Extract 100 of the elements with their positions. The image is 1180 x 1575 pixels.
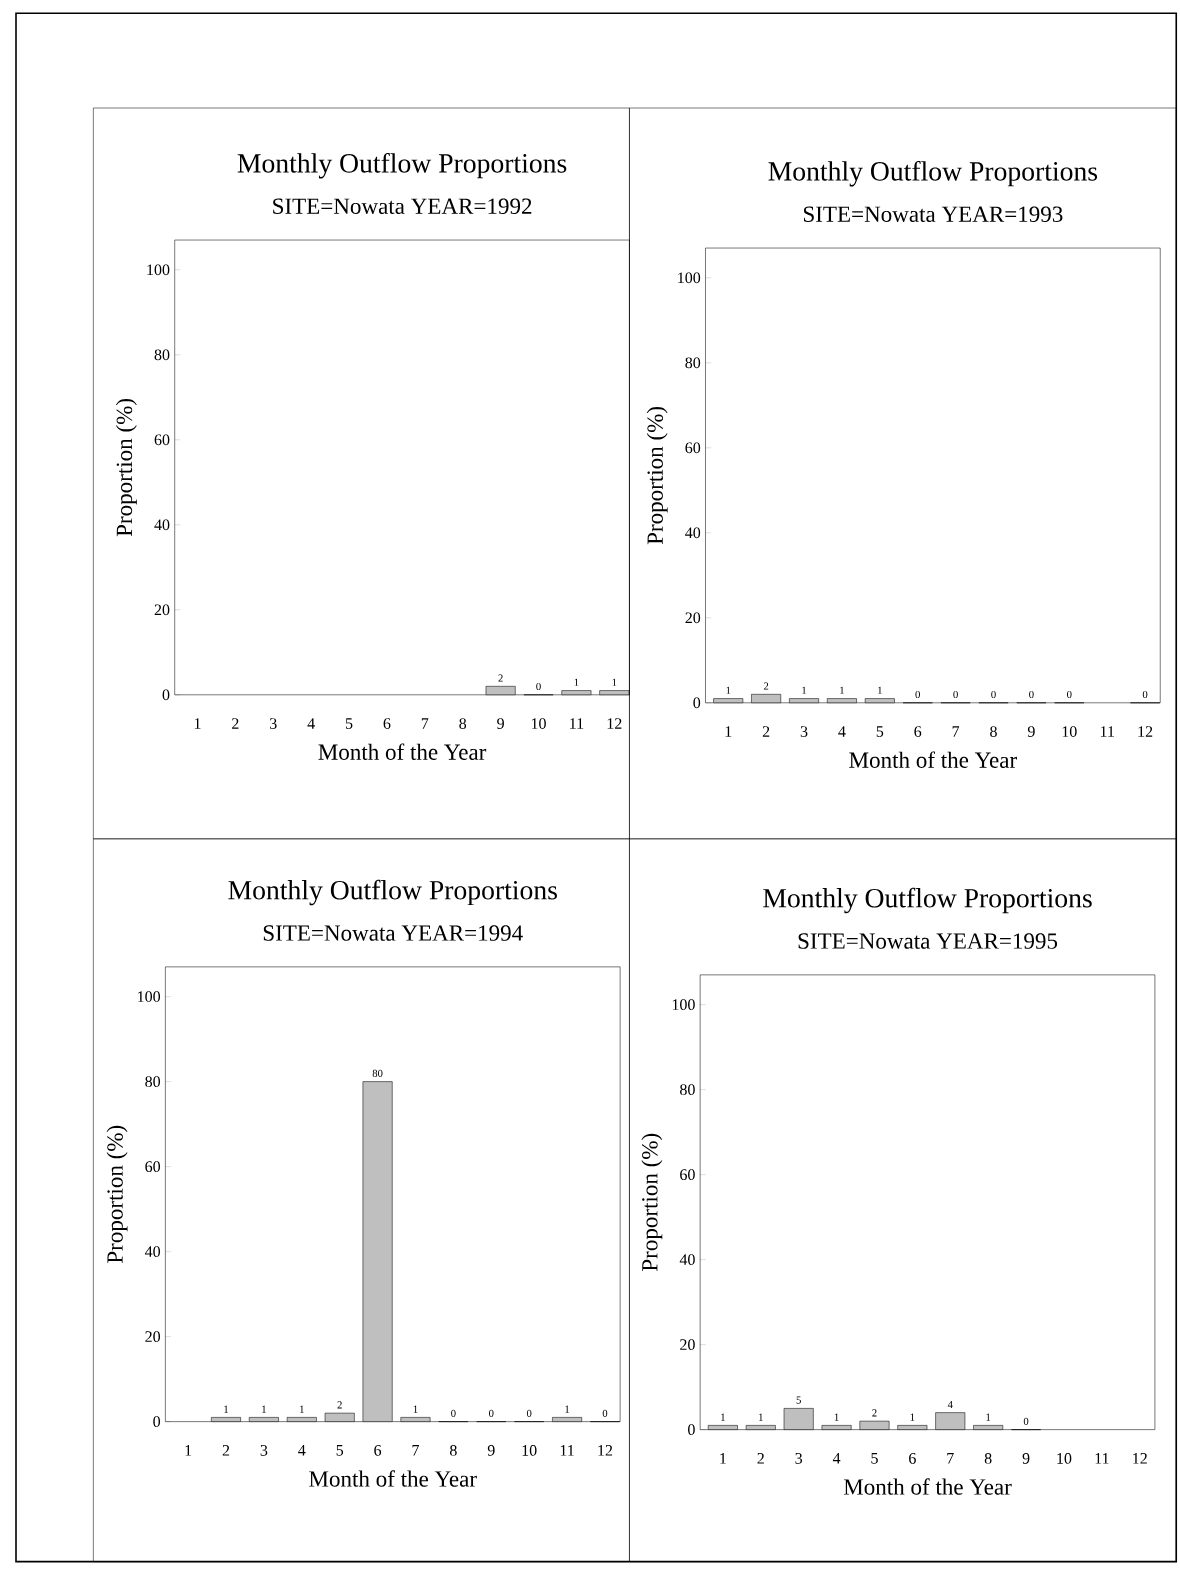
x-tick-label: 2 [762,726,770,737]
x-tick-label: 11 [1100,726,1114,737]
x-tick-label: 7 [421,718,429,729]
y-tick-label: 100 [672,999,695,1011]
y-tick-label: 100 [678,272,701,284]
x-axis-title: Month of the Year [843,1478,1012,1495]
x-tick-label: 11 [1095,1453,1109,1464]
data-label: 4 [947,1400,953,1408]
x-tick-label: 6 [383,718,391,729]
data-label: 1 [721,1413,725,1421]
x-tick-label: 2 [757,1453,764,1464]
x-axis-title: Month of the Year [849,751,1017,768]
data-label: 1 [726,686,731,694]
data-label: 1 [802,686,806,694]
x-tick-label: 11 [570,718,584,729]
x-tick-label: 6 [914,726,922,737]
data-label: 0 [1029,690,1034,699]
data-label: 1 [262,1405,266,1413]
data-label: 5 [796,1396,801,1404]
data-label: 1 [224,1405,228,1413]
chart-title: Monthly Outflow Proportions [237,152,567,179]
y-tick-label: 100 [137,991,160,1003]
x-tick-label: 4 [832,1453,841,1464]
x-tick-label: 1 [725,726,732,737]
x-tick-label: 3 [260,1445,268,1456]
x-tick-label: 4 [298,1445,306,1456]
x-tick-label: 1 [185,1445,192,1456]
x-tick-label: 5 [345,718,353,729]
data-label: 1 [565,1405,569,1413]
data-label: 1 [840,686,844,694]
data-label: 0 [953,690,958,699]
y-tick-label: 80 [685,357,701,369]
x-tick-label: 10 [531,718,546,729]
x-tick-label: 3 [800,726,808,737]
chart-title: Monthly Outflow Proportions [228,879,557,906]
y-tick-label: 40 [154,519,170,531]
data-label: 1 [612,678,617,686]
x-tick-label: 7 [947,1453,954,1464]
y-tick-label: 0 [687,1424,695,1436]
y-tick-label: 20 [680,1339,695,1351]
x-tick-label: 6 [908,1453,916,1464]
y-tick-label: 100 [147,264,170,276]
x-tick-label: 10 [1062,726,1077,737]
x-axis-title: Month of the Year [309,1470,477,1487]
data-label: 0 [991,690,996,699]
data-label: 1 [834,1413,839,1421]
data-label: 1 [299,1405,304,1413]
y-tick-label: 40 [144,1246,160,1258]
x-tick-label: 1 [194,718,201,729]
x-tick-label: 8 [449,1445,457,1456]
x-tick-label: 12 [1138,726,1153,737]
x-tick-label: 3 [269,718,277,729]
y-tick-label: 0 [153,1416,160,1428]
data-label: 2 [763,682,769,690]
y-tick-label: 20 [145,1331,160,1343]
data-label: 0 [451,1409,456,1417]
y-tick-label: 20 [685,612,701,624]
data-label: 1 [758,1413,763,1421]
y-tick-label: 60 [154,434,170,446]
x-tick-label: 2 [222,1445,229,1456]
data-label: 0 [488,1409,494,1417]
data-label: 1 [574,678,579,686]
x-tick-label: 9 [1022,1453,1030,1464]
y-tick-label: 40 [679,1254,695,1266]
x-tick-label: 5 [336,1445,343,1456]
data-label: 1 [986,1413,991,1421]
data-label: 2 [498,674,503,682]
x-tick-label: 10 [1057,1453,1072,1464]
y-tick-label: 60 [685,442,701,454]
data-label: 0 [536,682,541,691]
y-axis-title: Proportion (%) [106,1125,128,1264]
y-tick-label: 20 [154,604,170,616]
chart-subtitle: SITE=Nowata YEAR=1993 [803,206,1063,222]
y-tick-label: 0 [693,697,701,709]
x-tick-label: 3 [795,1453,802,1464]
chart-subtitle: SITE=Nowata YEAR=1994 [263,925,523,941]
x-tick-label: 11 [560,1445,574,1456]
y-tick-label: 60 [680,1169,695,1181]
x-tick-label: 8 [990,726,997,737]
x-tick-label: 8 [459,718,466,729]
x-tick-label: 5 [871,1453,878,1464]
y-axis-title: Proportion (%) [115,398,137,537]
x-tick-label: 9 [487,1445,495,1456]
x-tick-label: 6 [374,1445,382,1456]
chart-title: Monthly Outflow Proportions [768,160,1097,187]
chart-title: Monthly Outflow Proportions [763,887,1092,914]
data-label: 0 [915,690,920,699]
x-tick-label: 12 [1133,1453,1147,1464]
chart-subtitle: SITE=Nowata YEAR=1992 [273,198,532,214]
chart-subtitle: SITE=Nowata YEAR=1995 [798,933,1057,949]
data-label: 2 [337,1401,342,1409]
data-label: 0 [1066,690,1072,699]
x-tick-label: 4 [307,718,315,729]
y-tick-label: 40 [684,527,701,539]
x-tick-label: 4 [838,726,846,737]
x-tick-label: 10 [522,1445,537,1456]
data-label: 1 [877,686,882,694]
data-label: 0 [602,1409,608,1417]
y-tick-label: 80 [154,349,170,361]
data-label: 2 [872,1409,877,1417]
